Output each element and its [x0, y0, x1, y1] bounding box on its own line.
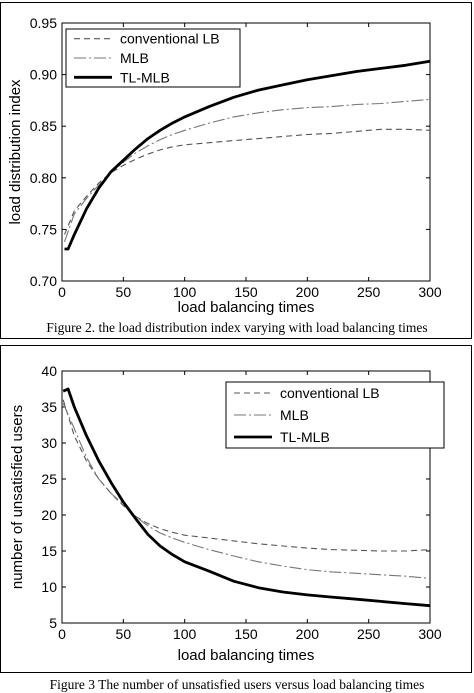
- y-tick-label: 0.70: [30, 273, 57, 289]
- x-tick-label: 50: [116, 626, 132, 642]
- x-tick-label: 150: [234, 284, 258, 300]
- y-tick-label: 0.95: [30, 15, 57, 31]
- y-tick-label: 15: [41, 543, 57, 559]
- x-tick-label: 300: [418, 626, 442, 642]
- y-tick-label: 0.90: [30, 67, 57, 83]
- y-tick-label: 0.80: [30, 170, 57, 186]
- x-tick-label: 250: [357, 284, 381, 300]
- series-line-tl-mlb: [62, 387, 431, 608]
- y-tick-label: 40: [41, 363, 57, 379]
- figure-3-caption: Figure 3 The number of unsatisfied users…: [49, 677, 425, 692]
- x-tick-label: 100: [173, 284, 197, 300]
- x-tick-label: 200: [296, 284, 320, 300]
- y-axis-label: number of unsatisfied users: [9, 405, 26, 589]
- x-tick-label: 0: [58, 626, 66, 642]
- legend-label: TL-MLB: [280, 429, 330, 445]
- y-tick-label: 10: [41, 579, 57, 595]
- y-tick-label: 30: [41, 435, 57, 451]
- legend-label: MLB: [120, 50, 149, 66]
- y-tick-label: 35: [41, 399, 57, 415]
- series-line-mlb: [63, 98, 431, 242]
- x-tick-label: 100: [173, 626, 197, 642]
- y-tick-label: 0.75: [30, 221, 57, 237]
- legend-label: MLB: [280, 407, 309, 423]
- x-axis-label: load balancing times: [178, 299, 315, 316]
- figure-2-caption: Figure 2. the load distribution index va…: [46, 320, 428, 335]
- x-tick-label: 200: [296, 626, 320, 642]
- series-line-conventional-lb: [63, 128, 431, 235]
- legend-label: conventional LB: [280, 385, 380, 401]
- x-tick-label: 300: [418, 284, 442, 300]
- y-tick-label: 5: [49, 615, 57, 631]
- y-tick-label: 25: [41, 471, 57, 487]
- x-tick-label: 250: [357, 626, 381, 642]
- legend-label: conventional LB: [120, 31, 220, 47]
- x-tick-label: 150: [234, 626, 258, 642]
- y-axis-label: load distribution index: [7, 79, 24, 225]
- y-tick-label: 20: [41, 507, 57, 523]
- series-line-mlb: [62, 403, 431, 579]
- series-line-tl-mlb: [64, 59, 431, 251]
- x-axis-label: load balancing times: [178, 647, 315, 664]
- x-tick-label: 50: [116, 284, 132, 300]
- x-tick-label: 0: [58, 284, 66, 300]
- y-tick-label: 0.85: [30, 118, 57, 134]
- chart-load-distribution: 0 50 100 150 200 250 300 0.70 0.75 0.80 0.85 0.90 0.…: [7, 15, 442, 316]
- legend-label: TL-MLB: [120, 69, 170, 85]
